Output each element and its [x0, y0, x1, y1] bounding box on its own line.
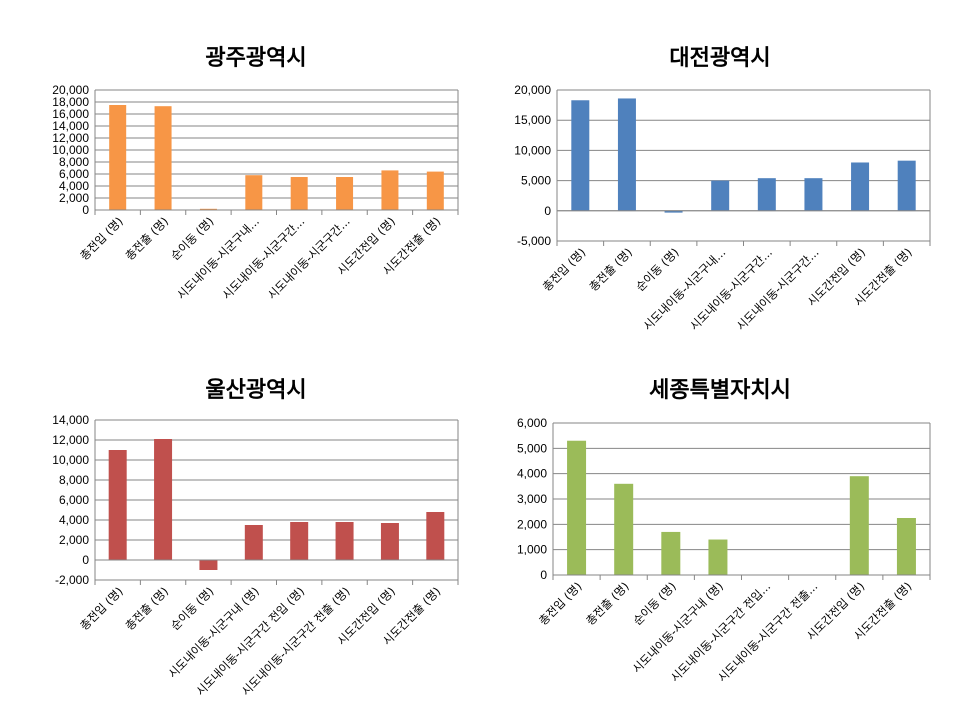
chart-title-sejong: 세종특별자치시	[649, 378, 791, 403]
y-tick-label: 5,000	[521, 174, 551, 188]
x-tick-label: 시도내이동-시군구내 (명)	[629, 579, 726, 676]
bar	[290, 522, 309, 560]
y-tick-label: 14,000	[52, 413, 89, 427]
bar	[851, 162, 870, 211]
bar	[426, 171, 444, 210]
y-tick-label: 20,000	[514, 83, 551, 97]
bar	[244, 525, 263, 560]
y-tick-label: 6,000	[59, 167, 89, 181]
bar	[199, 208, 217, 210]
y-tick-label: 0	[82, 553, 89, 567]
y-tick-label: 0	[82, 203, 89, 217]
y-tick-label: 16,000	[52, 107, 89, 121]
bar	[199, 560, 218, 570]
bar	[849, 476, 869, 575]
y-tick-label: 0	[544, 204, 551, 218]
bar	[109, 105, 127, 210]
bar	[897, 160, 916, 211]
y-tick-label: 10,000	[514, 143, 551, 157]
bar	[381, 170, 399, 210]
bar	[335, 522, 354, 560]
y-tick-label: 2,000	[59, 191, 89, 205]
chart-title-gwangju: 광주광역시	[205, 46, 307, 71]
bar	[571, 100, 590, 211]
bar	[664, 210, 683, 213]
y-tick-label: 10,000	[52, 143, 89, 157]
y-tick-label: 6,000	[59, 493, 89, 507]
bar	[154, 106, 172, 210]
x-tick-label: 순이동 (명)	[630, 579, 679, 628]
y-tick-label: 12,000	[52, 433, 89, 447]
chart-title-ulsan: 울산광역시	[205, 378, 307, 403]
y-tick-label: 14,000	[52, 119, 89, 133]
y-tick-label: 2,000	[59, 533, 89, 547]
bar	[154, 439, 173, 560]
bar	[426, 512, 445, 560]
bar	[336, 177, 354, 210]
y-tick-label: 20,000	[52, 83, 89, 97]
y-tick-label: 8,000	[59, 473, 89, 487]
bar	[380, 523, 399, 560]
bar	[711, 180, 730, 211]
y-tick-label: 12,000	[52, 131, 89, 145]
y-tick-label: 18,000	[52, 95, 89, 109]
y-tick-label: 4,000	[517, 467, 547, 481]
bar	[661, 531, 681, 575]
y-tick-label: 0	[540, 568, 547, 582]
bar	[617, 98, 636, 211]
y-tick-label: 6,000	[517, 416, 547, 430]
y-tick-label: 1,000	[517, 543, 547, 557]
y-tick-label: -5,000	[517, 234, 551, 248]
y-tick-label: 2,000	[517, 517, 547, 531]
bar	[108, 450, 127, 560]
bar	[804, 178, 823, 211]
y-tick-label: 3,000	[517, 492, 547, 506]
x-tick-label: 총전출 (명)	[583, 579, 632, 628]
bar	[245, 175, 263, 210]
bar	[614, 483, 634, 575]
x-tick-label: 총전입 (명)	[536, 579, 585, 628]
y-tick-label: 4,000	[59, 179, 89, 193]
chart-title-daejeon: 대전광역시	[669, 46, 771, 71]
y-tick-label: 10,000	[52, 453, 89, 467]
y-tick-label: -2,000	[55, 573, 89, 587]
y-tick-label: 5,000	[517, 441, 547, 455]
y-tick-label: 8,000	[59, 155, 89, 169]
bar	[896, 518, 916, 575]
y-tick-label: 15,000	[514, 113, 551, 127]
bar	[290, 177, 308, 210]
y-tick-label: 4,000	[59, 513, 89, 527]
bar	[708, 539, 728, 575]
bar	[567, 440, 587, 575]
bar	[757, 178, 776, 211]
